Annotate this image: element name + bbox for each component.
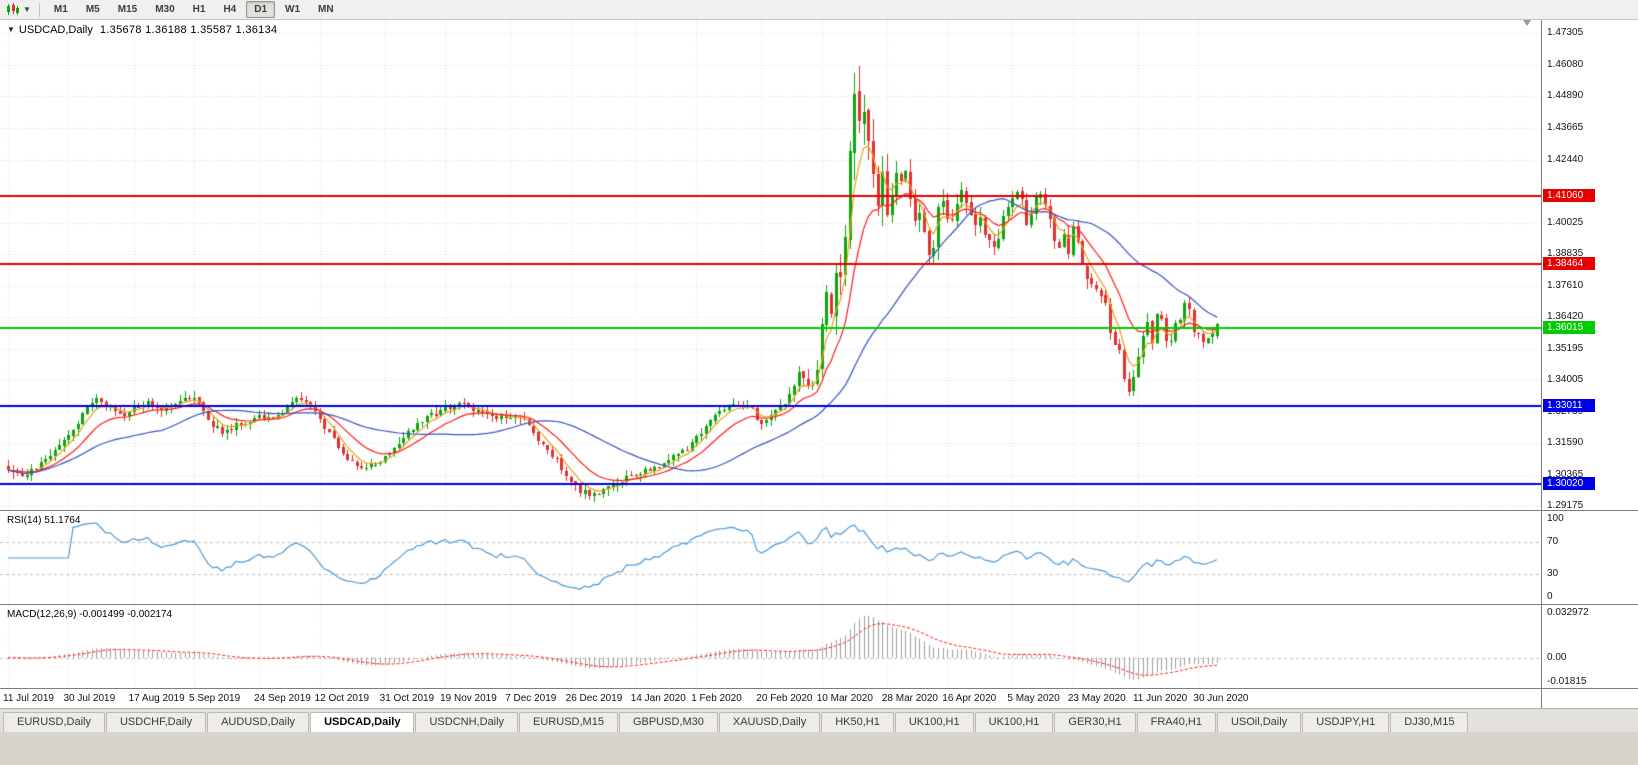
rsi-axis-label: 100	[1547, 513, 1564, 524]
time-axis-label: 7 Dec 2019	[505, 693, 557, 704]
time-axis-label: 28 Mar 2020	[881, 693, 938, 704]
price-axis-label: 1.34005	[1547, 374, 1584, 385]
price-axis[interactable]: 1.47305 1.46080 1.44890 1.43665 1.42440 1.400…	[1541, 20, 1638, 708]
chart-ohlc-values: 1.35678 1.36188 1.35587 1.36134	[99, 24, 278, 36]
chart-tab-usoil-daily[interactable]: USOil,Daily	[1216, 712, 1302, 732]
price-level-badge: 1.33011	[1543, 398, 1595, 412]
chart-tab-ger30-h1[interactable]: GER30,H1	[1054, 712, 1136, 732]
macd-axis-label: -0.01815	[1547, 676, 1587, 687]
price-chart-canvas[interactable]	[0, 20, 1541, 708]
chart-tab-usdcnh-daily[interactable]: USDCNH,Daily	[415, 712, 519, 732]
time-axis-label: 30 Jun 2020	[1193, 693, 1249, 704]
chart-tab-xauusd-daily[interactable]: XAUUSD,Daily	[718, 712, 821, 732]
chart-workspace: ▼ USDCAD,Daily 1.35678 1.36188 1.35587 1.3…	[0, 20, 1638, 708]
status-strip	[0, 732, 1638, 765]
macd-indicator-label: MACD(12,26,9) -0.001499 -0.002174	[7, 609, 173, 620]
chart-tab-eurusd-m15[interactable]: EURUSD,M15	[519, 712, 618, 732]
price-level-badge: 1.41060	[1543, 189, 1595, 203]
price-axis-label: 1.40025	[1547, 217, 1584, 228]
candlestick-chart-icon[interactable]	[4, 3, 22, 16]
time-axis-label: 30 Jul 2019	[63, 693, 116, 704]
chart-shift-marker[interactable]	[1523, 20, 1531, 26]
time-axis[interactable]: 11 Jul 2019 30 Jul 2019 17 Aug 2019 5 Sep 2…	[0, 688, 1541, 708]
rsi-axis-label: 70	[1547, 535, 1559, 547]
price-axis-label: 1.31590	[1547, 436, 1584, 448]
chart-tab-uk100-h1[interactable]: UK100,H1	[894, 712, 974, 732]
toolbar-separator	[38, 2, 40, 17]
chart-tab-dj30-m15[interactable]: DJ30,M15	[1390, 712, 1469, 732]
time-axis-label: 20 Feb 2020	[756, 693, 813, 704]
price-axis-label: 1.43665	[1547, 122, 1584, 134]
time-axis-label: 17 Aug 2019	[128, 693, 185, 704]
chart-tab-uk100-h1[interactable]: UK100,H1	[974, 712, 1054, 732]
time-axis-label: 14 Jan 2020	[630, 693, 686, 704]
timeframe-button-w1[interactable]: W1	[285, 4, 301, 15]
timeframe-button-m30[interactable]: M30	[155, 4, 175, 15]
time-axis-label: 11 Jun 2020	[1132, 693, 1188, 704]
rsi-axis-label: 0	[1547, 591, 1553, 602]
timeframe-button-mn[interactable]: MN	[318, 4, 334, 15]
time-axis-label: 23 May 2020	[1067, 693, 1126, 704]
price-axis-label: 1.38835	[1547, 248, 1584, 260]
time-axis-label: 10 Mar 2020	[816, 693, 873, 704]
time-axis-label: 12 Oct 2019	[314, 693, 370, 704]
chart-tab-gbpusd-m30[interactable]: GBPUSD,M30	[618, 712, 718, 732]
chart-tab-usdjpy-h1[interactable]: USDJPY,H1	[1302, 712, 1390, 732]
timeframe-button-h4[interactable]: H4	[223, 4, 237, 15]
rsi-axis-label: 30	[1547, 568, 1559, 580]
time-axis-label: 24 Sep 2019	[254, 693, 311, 704]
time-axis-separator	[0, 688, 1638, 689]
chart-tab-fra40-h1[interactable]: FRA40,H1	[1136, 712, 1216, 732]
price-level-badge: 1.30020	[1543, 476, 1595, 490]
chart-tab-eurusd-daily[interactable]: EURUSD,Daily	[3, 712, 105, 732]
time-axis-label: 5 Sep 2019	[189, 693, 241, 704]
time-axis-label: 19 Nov 2019	[440, 693, 497, 704]
price-axis-label: 1.46080	[1547, 59, 1584, 71]
price-axis-label: 1.44890	[1547, 90, 1584, 102]
timeframe-toolbar: M1 M5 M15 M30 H1 H4 D1 W1 MN	[45, 1, 343, 18]
toolbar: ▼ M1 M5 M15 M30 H1 H4 D1 W1 MN	[0, 0, 1638, 20]
rsi-panel-resize-separator[interactable]	[0, 510, 1638, 511]
price-axis-label: 1.36420	[1547, 311, 1584, 323]
timeframe-button-m1[interactable]: M1	[53, 4, 68, 15]
chevron-down-icon[interactable]: ▼	[23, 5, 31, 14]
macd-panel-resize-separator[interactable]	[0, 604, 1638, 605]
chart-tab-audusd-daily[interactable]: AUDUSD,Daily	[207, 712, 310, 732]
time-axis-label: 1 Feb 2020	[691, 693, 742, 704]
chart-tab-usdchf-daily[interactable]: USDCHF,Daily	[105, 712, 207, 732]
price-axis-label: 1.37610	[1547, 279, 1584, 291]
timeframe-button-m5[interactable]: M5	[85, 4, 100, 15]
price-level-badge: 1.38464	[1543, 256, 1595, 270]
chart-tab-hk50-h1[interactable]: HK50,H1	[821, 712, 894, 732]
one-click-trading-arrow-icon[interactable]: ▼	[7, 25, 15, 34]
chart-title-overlay: ▼ USDCAD,Daily 1.35678 1.36188 1.35587 1.3…	[7, 24, 277, 36]
time-axis-label: 26 Dec 2019	[565, 693, 623, 704]
macd-axis-label: 0.00	[1547, 651, 1567, 663]
price-axis-label: 1.29175	[1547, 499, 1584, 511]
candlestick-chart-icon-svg	[7, 3, 19, 15]
price-level-badge: 1.36015	[1543, 320, 1595, 334]
rsi-indicator-label: RSI(14) 51.1764	[7, 515, 81, 526]
time-axis-label: 16 Apr 2020	[942, 693, 997, 704]
chart-tab-bar: EURUSD,Daily USDCHF,Daily AUDUSD,Daily USDC…	[0, 708, 1638, 732]
macd-axis-label: 0.032972	[1547, 607, 1589, 618]
timeframe-button-m15[interactable]: M15	[117, 4, 138, 15]
price-axis-label: 1.47305	[1547, 27, 1584, 39]
price-axis-label: 1.30365	[1547, 468, 1584, 480]
chart-tab-usdcad-daily[interactable]: USDCAD,Daily	[310, 712, 415, 732]
time-axis-label: 31 Oct 2019	[379, 693, 435, 704]
time-axis-label: 5 May 2020	[1007, 693, 1060, 704]
timeframe-button-d1[interactable]: D1	[246, 1, 276, 18]
timeframe-button-h1[interactable]: H1	[192, 4, 206, 15]
time-axis-label: 11 Jul 2019	[3, 693, 54, 704]
price-axis-label: 1.35195	[1547, 342, 1584, 354]
chart-symbol-period: USDCAD,Daily	[18, 24, 93, 36]
price-axis-label: 1.42440	[1547, 154, 1584, 166]
